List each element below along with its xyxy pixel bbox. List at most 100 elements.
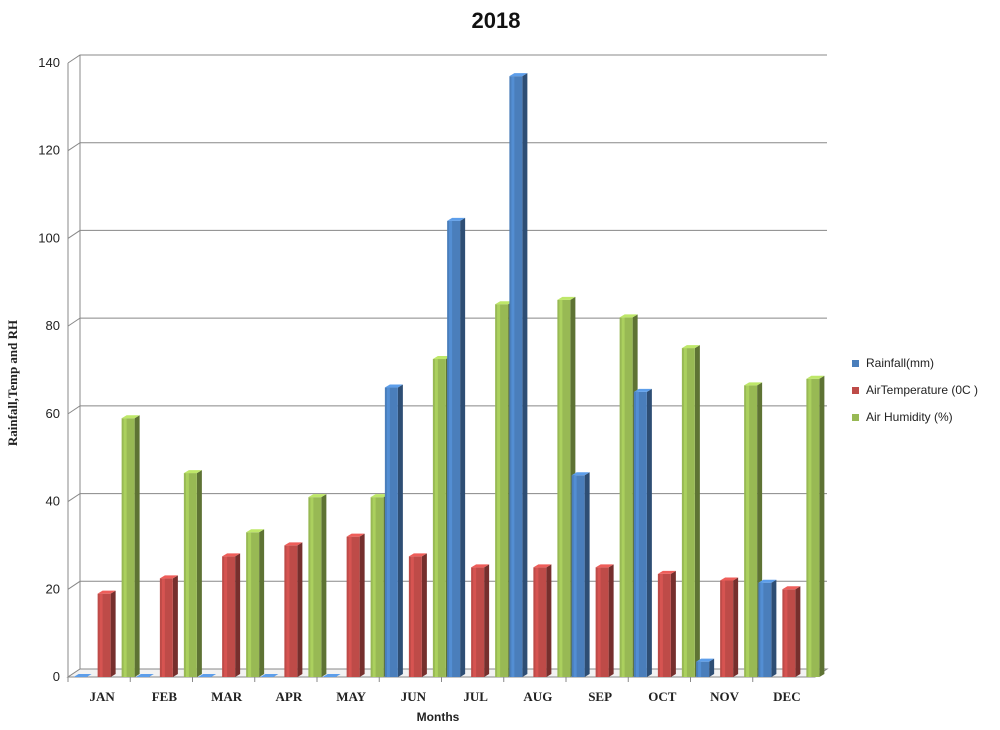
bar-top [135, 674, 154, 677]
bar-front [619, 317, 633, 677]
bar-front [782, 589, 796, 677]
bar-top [97, 590, 116, 594]
gridline [67, 405, 827, 415]
bar [681, 345, 700, 677]
x-tick-label: DEC [773, 689, 800, 704]
bar-side [484, 564, 490, 677]
bar-highlight [372, 497, 376, 677]
bar-front [806, 378, 820, 677]
bar-highlight [410, 556, 414, 677]
bar-front [308, 497, 322, 677]
x-tick-label: JAN [89, 689, 115, 704]
bar-highlight [497, 304, 501, 677]
bar-side [321, 494, 327, 677]
x-tick-label: FEB [152, 689, 178, 704]
y-tick-label: 120 [38, 143, 60, 158]
legend: Rainfall(mm) AirTemperature (0C ) Air Humi… [852, 356, 978, 424]
bar-side [608, 564, 614, 677]
bar-top [308, 494, 327, 498]
bar-side [819, 375, 825, 677]
bar-side [709, 658, 715, 677]
bar-front [720, 580, 734, 677]
back-wall-edge [67, 55, 81, 678]
bar-top [571, 472, 590, 476]
bar [471, 564, 490, 677]
bar-side [196, 470, 202, 677]
bar-highlight [659, 573, 663, 677]
bar-highlight [348, 536, 352, 677]
bar-top [322, 674, 341, 677]
gridline [67, 54, 827, 64]
bar-top [198, 674, 217, 677]
bar-side [297, 542, 303, 677]
bar-highlight [722, 580, 726, 677]
bar-highlight [597, 567, 601, 677]
bar-top [447, 217, 466, 221]
bar-highlight [123, 418, 127, 677]
gridline [67, 317, 827, 327]
bar-highlight [286, 545, 290, 677]
bar [595, 564, 614, 677]
bar-front [509, 76, 523, 677]
bar-top [260, 674, 279, 677]
bar-side [733, 577, 739, 677]
bar-highlight [310, 497, 314, 677]
bar-front [346, 536, 360, 677]
bar-top [284, 542, 303, 546]
bar-top [159, 575, 178, 579]
bar-side [795, 586, 801, 677]
bar-highlight [161, 578, 165, 677]
bar-front [758, 582, 772, 677]
y-axis-label: Rainfall,Temp and RH [5, 320, 20, 446]
legend-label: Rainfall(mm) [866, 356, 934, 370]
bar-highlight [573, 475, 577, 677]
y-tick-label: 140 [38, 55, 60, 70]
bar [183, 470, 202, 677]
bar-front [681, 348, 695, 677]
bar-top [495, 301, 514, 305]
bar-top [557, 296, 576, 300]
bar-top [509, 73, 528, 77]
bar [198, 674, 217, 677]
bar [284, 542, 303, 677]
legend-swatch [852, 360, 859, 367]
bar-top [657, 570, 676, 574]
bar-highlight [386, 387, 390, 677]
chart-title: 2018 [472, 8, 521, 33]
plot-area: 0 20 40 60 80 100 120 140 JAN FEB MAR APR MAY JUN JUL A… [38, 54, 829, 704]
bar [509, 73, 528, 677]
legend-swatch [852, 414, 859, 421]
bar-front [633, 391, 647, 677]
bar-front [495, 304, 509, 677]
bar [384, 384, 403, 677]
bar-highlight [511, 76, 515, 677]
bar [308, 494, 327, 677]
bar-top [681, 345, 700, 349]
bar-side [460, 217, 466, 677]
legend-label: Air Humidity (%) [866, 410, 953, 424]
bar [533, 564, 552, 677]
bar [135, 674, 154, 677]
x-tick-label: SEP [588, 689, 612, 704]
bar-front [447, 220, 461, 677]
bar-side [397, 384, 403, 677]
y-tick-label: 80 [46, 318, 60, 333]
bar [782, 586, 801, 677]
bar [260, 674, 279, 677]
y-tick-label: 40 [46, 494, 60, 509]
bar [447, 217, 466, 677]
bar-top [619, 314, 638, 318]
bar-front [97, 593, 111, 677]
x-tick-label: MAY [336, 689, 366, 704]
bar [121, 415, 140, 677]
bar-front [432, 359, 446, 677]
x-tick-label: APR [276, 689, 303, 704]
bar-highlight [99, 593, 103, 677]
bar-top [246, 529, 265, 533]
bar-front [408, 556, 422, 677]
bar-side [259, 529, 265, 677]
bar-side [110, 590, 116, 677]
bar-front [595, 567, 609, 677]
y-tick-label: 0 [53, 669, 60, 684]
bar-top [408, 553, 427, 557]
